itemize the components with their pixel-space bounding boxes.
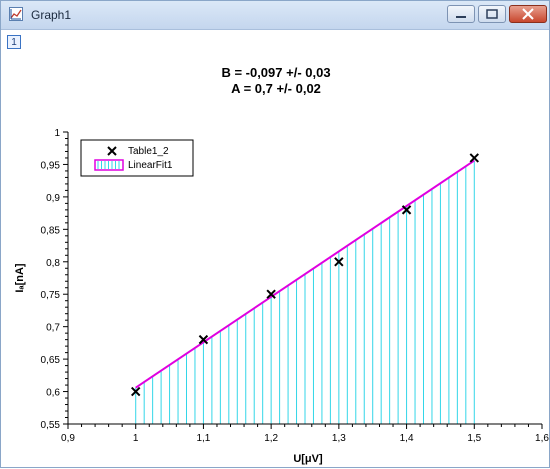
y-tick-label: 0,75 [41,290,61,301]
y-tick-label: 0,9 [46,193,60,204]
x-tick-label: 1,6 [535,433,549,444]
fit-param-b: B = -0,097 +/- 0,03 [221,65,331,80]
data-point-marker[interactable] [198,334,209,345]
y-tick-label: 0,7 [46,323,60,334]
data-point-marker[interactable] [266,289,276,299]
x-tick-label: 1,2 [264,433,278,444]
data-point-marker[interactable] [401,205,412,215]
close-icon [522,8,534,20]
close-button[interactable] [509,5,547,23]
x-tick-label: 1,4 [400,433,414,444]
legend-label-fit: LinearFit1 [128,160,173,171]
y-tick-label: 0,85 [41,225,61,236]
graph-icon [9,7,23,21]
minimize-icon [456,16,466,18]
x-tick-label: 1,3 [332,433,346,444]
minimize-button[interactable] [447,5,475,23]
legend-marker-table [107,146,117,156]
x-tick-label: 1 [133,433,139,444]
maximize-button[interactable] [478,5,506,23]
layer-1-button[interactable]: 1 [7,35,21,49]
y-axis-title: Iₐ[nA] [14,263,26,293]
x-axis-title: U[μV] [293,453,323,465]
data-point-marker[interactable] [131,386,141,397]
y-tick-label: 0,95 [41,160,61,171]
y-tick-label: 0,65 [41,355,61,366]
y-tick-label: 0,6 [46,388,60,399]
x-tick-label: 1,5 [467,433,481,444]
linear-fit-line[interactable] [135,159,475,389]
y-tick-label: 0,55 [41,420,61,431]
data-point-marker[interactable] [334,257,344,267]
data-point-marker[interactable] [469,153,479,163]
fit-param-a: A = 0,7 +/- 0,02 [231,81,321,96]
x-tick-label: 1,1 [196,433,210,444]
window-title: Graph1 [31,8,72,22]
maximize-icon [486,9,498,19]
legend-label-table: Table1_2 [128,146,169,157]
y-tick-label: 0,8 [46,258,60,269]
title-bar[interactable]: Graph1 [1,1,549,30]
y-tick-label: 1 [54,128,60,139]
x-tick-label: 0,9 [61,433,75,444]
